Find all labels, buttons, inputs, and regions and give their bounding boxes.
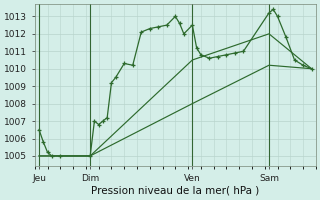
X-axis label: Pression niveau de la mer( hPa ): Pression niveau de la mer( hPa ) [91,186,260,196]
